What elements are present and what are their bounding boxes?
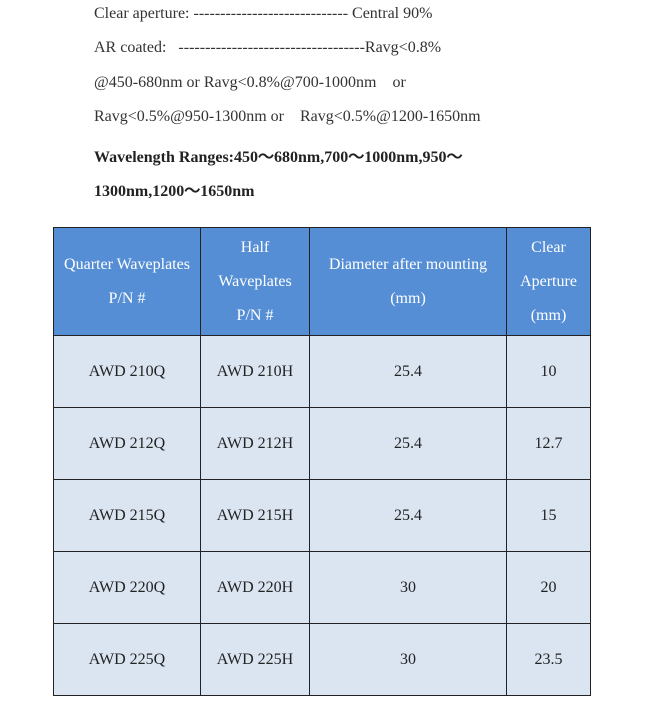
table-cell: AWD 210H: [200, 335, 310, 408]
table-cell: 25.4: [309, 407, 507, 480]
header-quarter: Quarter Waveplates P/N #: [53, 227, 201, 336]
table-row: AWD 215Q AWD 215H 25.4 15: [53, 479, 591, 552]
table-cell: AWD 215H: [200, 479, 310, 552]
table-row: AWD 210Q AWD 210H 25.4 10: [53, 335, 591, 408]
table-cell: 30: [309, 623, 507, 696]
table-cell: AWD 212Q: [53, 407, 201, 480]
table-cell: AWD 210Q: [53, 335, 201, 408]
table-cell: 20: [506, 551, 591, 624]
table-row: AWD 225Q AWD 225H 30 23.5: [53, 623, 591, 696]
table-row: AWD 220Q AWD 220H 30 20: [53, 551, 591, 624]
table-cell: AWD 225Q: [53, 623, 201, 696]
table-cell: AWD 215Q: [53, 479, 201, 552]
ar-coated-spec: AR coated: -----------------------------…: [94, 39, 442, 56]
table-row: AWD 212Q AWD 212H 25.4 12.7: [53, 407, 591, 480]
table-cell: AWD 225H: [200, 623, 310, 696]
table-header-row: Quarter Waveplates P/N # Half Waveplates…: [53, 227, 591, 336]
ar-coated-spec-cont: @450-680nm or Ravg<0.8%@700-1000nm or: [94, 74, 406, 91]
table-cell: 30: [309, 551, 507, 624]
table-cell: 23.5: [506, 623, 591, 696]
wavelength-ranges: Wavelength Ranges:450～680nm,700～1000nm,9…: [94, 149, 463, 166]
ar-coated-spec-cont2: Ravg<0.5%@950-1300nm or Ravg<0.5%@1200-1…: [94, 108, 481, 125]
table-cell: 10: [506, 335, 591, 408]
wavelength-ranges-cont: 1300nm,1200～1650nm: [94, 183, 255, 200]
table-cell: 12.7: [506, 407, 591, 480]
waveplate-table: Quarter Waveplates P/N # Half Waveplates…: [53, 227, 591, 696]
table-cell: AWD 220H: [200, 551, 310, 624]
table-cell: 15: [506, 479, 591, 552]
header-clear-aperture: Clear Aperture (mm): [506, 227, 591, 336]
header-half: Half Waveplates P/N #: [200, 227, 310, 336]
table-cell: 25.4: [309, 335, 507, 408]
header-diameter: Diameter after mounting (mm): [309, 227, 507, 336]
table-cell: AWD 220Q: [53, 551, 201, 624]
table-cell: AWD 212H: [200, 407, 310, 480]
table-cell: 25.4: [309, 479, 507, 552]
clear-aperture-spec: Clear aperture: ------------------------…: [94, 5, 433, 22]
